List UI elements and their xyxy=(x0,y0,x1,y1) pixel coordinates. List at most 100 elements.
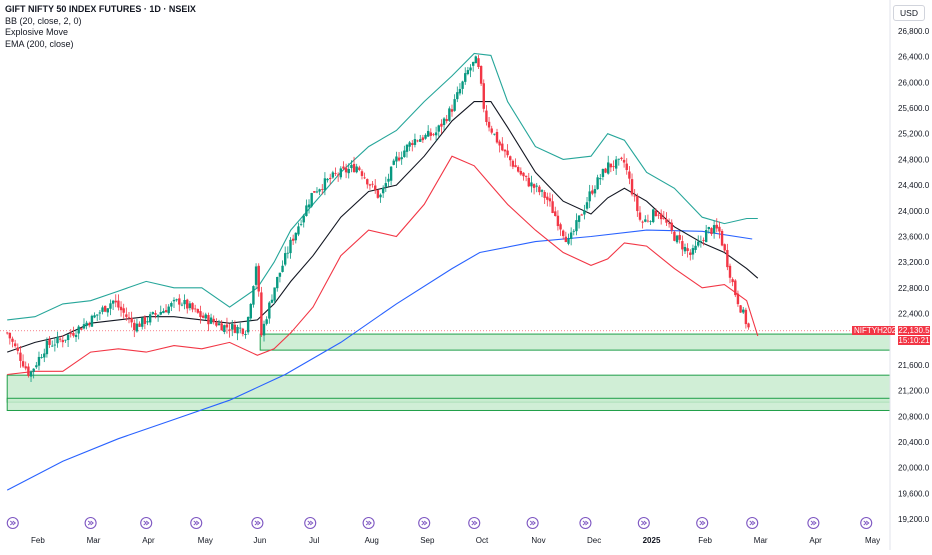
indicator-ema-label[interactable]: EMA (200, close) xyxy=(5,38,74,49)
x-tick-label: Feb xyxy=(698,536,712,545)
candle-body xyxy=(728,265,732,278)
candle-body xyxy=(37,356,41,366)
candle-body xyxy=(442,118,446,126)
candle-body xyxy=(400,157,403,160)
candle-body xyxy=(419,139,422,142)
y-tick-label: 21,200.0 xyxy=(898,387,930,396)
candle-body xyxy=(148,314,152,323)
bb-upper-line[interactable] xyxy=(7,52,758,321)
support-zone[interactable] xyxy=(259,333,891,351)
candle-body xyxy=(622,159,626,163)
candle-body xyxy=(387,178,390,182)
candle-body xyxy=(421,137,425,141)
candle-body xyxy=(514,165,517,168)
candle-body xyxy=(252,286,255,305)
candle-body xyxy=(718,226,721,232)
candle-body xyxy=(98,312,102,314)
candle-body xyxy=(405,144,409,152)
candle-body xyxy=(29,371,33,377)
candle-body xyxy=(747,323,750,328)
candle-body xyxy=(593,189,597,194)
bb-lower-line[interactable] xyxy=(7,155,759,376)
candle-body xyxy=(223,325,226,333)
symbol-title[interactable]: GIFT NIFTY 50 INDEX FUTURES · 1D · NSEIX xyxy=(5,4,196,14)
candle-body xyxy=(453,99,456,111)
bar-countdown: 15:10:21 xyxy=(898,336,930,345)
candle-body xyxy=(543,191,546,198)
candle-body xyxy=(72,333,75,336)
candle-body xyxy=(45,340,49,355)
candle-body xyxy=(607,162,610,174)
candle-body xyxy=(188,303,192,309)
x-tick-label: Jul xyxy=(309,536,319,545)
candle-body xyxy=(249,303,252,319)
candle-body xyxy=(495,132,499,143)
candle-body xyxy=(707,227,711,230)
candle-body xyxy=(506,150,509,156)
candle-body xyxy=(11,338,14,342)
y-tick-label: 24,400.0 xyxy=(898,181,930,190)
candle-body xyxy=(657,214,660,216)
candle-body xyxy=(90,315,94,327)
candle-body xyxy=(270,299,274,303)
currency-button[interactable]: USD xyxy=(893,5,925,21)
candle-body xyxy=(580,214,583,216)
event-chevron xyxy=(582,520,589,526)
time-axis: Feb Mar Apr May Jun Jul Aug Sep Oct Nov Dec 2025 Feb… xyxy=(6,516,880,545)
x-tick-label: Jun xyxy=(253,536,266,545)
indicator-bb-label[interactable]: BB (20, close, 2, 0) xyxy=(5,15,82,26)
candle-body xyxy=(469,67,472,71)
indicator-explosive-label[interactable]: Explosive Move xyxy=(5,27,69,37)
candle-body xyxy=(556,215,560,227)
candle-body xyxy=(649,221,652,223)
candle-body xyxy=(350,165,353,169)
candle-body xyxy=(482,83,485,109)
candle-body xyxy=(530,182,533,187)
candle-body xyxy=(156,314,160,317)
candle-body xyxy=(32,368,35,372)
event-chevron xyxy=(699,520,706,526)
y-tick-label: 20,000.0 xyxy=(898,464,930,473)
candle-body xyxy=(366,179,369,185)
candle-body xyxy=(135,323,139,332)
candle-body xyxy=(445,119,448,122)
y-tick-label: 25,200.0 xyxy=(898,130,930,139)
ema-200-line[interactable] xyxy=(6,229,753,491)
candle-body xyxy=(342,166,345,169)
support-zone[interactable] xyxy=(6,397,891,411)
support-zone[interactable] xyxy=(6,374,891,403)
candle-body xyxy=(461,81,464,89)
candle-body xyxy=(244,334,247,336)
candle-body xyxy=(339,168,342,178)
candle-body xyxy=(77,326,80,334)
candle-body xyxy=(458,89,462,94)
candle-body xyxy=(310,192,313,207)
candle-body xyxy=(307,204,311,208)
candle-body xyxy=(56,336,59,344)
candle-body xyxy=(604,168,607,173)
candle-body xyxy=(217,323,221,326)
candle-body xyxy=(43,353,46,358)
candle-body xyxy=(127,317,131,319)
event-chevron xyxy=(421,520,428,526)
candle-body xyxy=(678,234,681,240)
candle-body xyxy=(336,174,340,176)
candle-body xyxy=(609,163,613,168)
candle-body xyxy=(175,299,178,301)
candle-body xyxy=(294,232,297,241)
candle-body xyxy=(215,322,218,326)
candle-body xyxy=(172,299,176,302)
candle-body xyxy=(477,58,480,67)
candle-body xyxy=(625,163,628,171)
x-tick-label: Apr xyxy=(142,536,155,545)
candle-body xyxy=(69,333,72,335)
candle-body xyxy=(736,293,740,305)
candle-body xyxy=(80,328,83,330)
candle-body xyxy=(413,139,417,145)
indicator-lines xyxy=(6,52,759,491)
candle-body xyxy=(720,230,724,246)
candle-body xyxy=(130,317,133,323)
candle-body xyxy=(334,173,337,174)
